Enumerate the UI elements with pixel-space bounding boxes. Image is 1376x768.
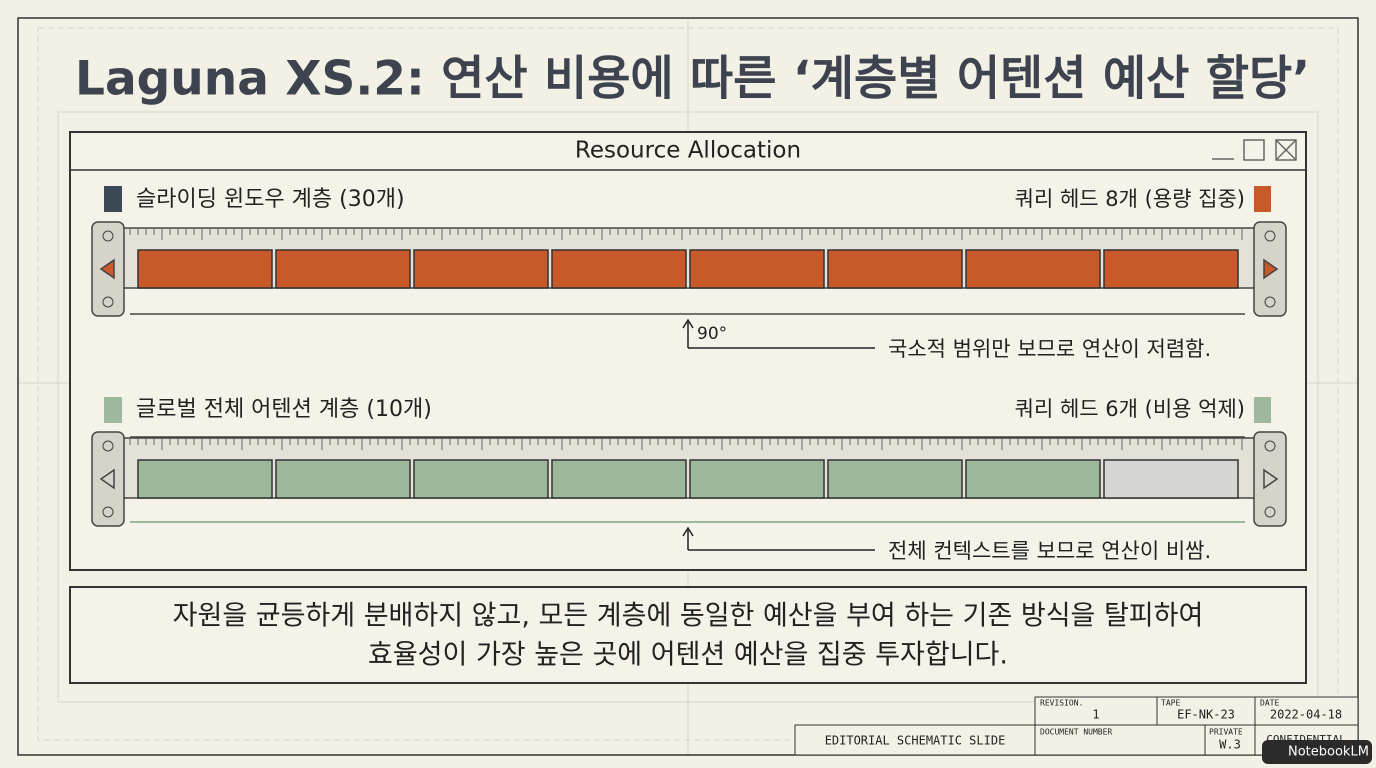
- title-block: [794, 696, 1359, 756]
- screw: [102, 506, 114, 518]
- segment: [413, 249, 549, 289]
- field-label: TAPE: [1161, 699, 1180, 708]
- legend-swatch: [104, 397, 122, 423]
- note: 전체 컨텍스트를 보므로 연산이 비쌈.: [888, 539, 1211, 563]
- field-label: DATE: [1260, 699, 1279, 708]
- window-controls: [1212, 139, 1297, 161]
- segment: [965, 459, 1101, 499]
- field-value: EF-NK-23: [1177, 708, 1235, 722]
- segment: [965, 249, 1101, 289]
- summary-box: [69, 586, 1307, 684]
- screw: [1264, 440, 1276, 452]
- segment: [1103, 249, 1239, 289]
- watermark: NotebookLM: [1288, 745, 1369, 760]
- field-value: 2022-04-18: [1270, 708, 1342, 722]
- field-value: 1: [1092, 708, 1099, 722]
- segment: [551, 459, 687, 499]
- segment: [689, 249, 825, 289]
- legend-swatch: [1254, 397, 1271, 423]
- field-label: REVISION.: [1040, 699, 1083, 708]
- window-title: Resource Allocation: [575, 138, 801, 164]
- field-value: W.3: [1219, 738, 1241, 752]
- screw: [1264, 230, 1276, 242]
- frame: [17, 17, 1359, 756]
- segment: [137, 459, 273, 499]
- end-arrow: [99, 258, 115, 280]
- screw: [102, 296, 114, 308]
- segment: [551, 249, 687, 289]
- bar: [91, 431, 1287, 527]
- segment: [1103, 459, 1239, 499]
- end-arrow: [1263, 468, 1279, 490]
- field-value: EDITORIAL SCHEMATIC SLIDE: [825, 734, 1006, 748]
- segment: [275, 459, 411, 499]
- segment: [413, 459, 549, 499]
- layer-label: 글로벌 전체 어텐션 계층 (10개): [136, 397, 432, 422]
- layer-label: 슬라이딩 윈도우 계층 (30개): [136, 187, 405, 212]
- segment: [275, 249, 411, 289]
- end-cap: [1253, 431, 1287, 527]
- summary-line: 자원을 균등하게 분배하지 않고, 모든 계층에 동일한 예산을 부여 하는 기…: [173, 601, 1204, 632]
- bar: [91, 221, 1287, 317]
- leader-line: [682, 526, 875, 551]
- leader-line: [682, 318, 875, 349]
- segment: [827, 249, 963, 289]
- title: Laguna XS.2: 연산 비용에 따른 ‘계층별 어텐션 예산 할당’: [75, 52, 1310, 107]
- segment: [689, 459, 825, 499]
- heads-label: 쿼리 헤드 8개 (용량 집중): [1015, 187, 1245, 211]
- field-label: DOCUMENT NUMBER: [1040, 728, 1112, 737]
- segment: [827, 459, 963, 499]
- screw: [1264, 296, 1276, 308]
- summary-line: 효율성이 가장 높은 곳에 어텐션 예산을 집중 투자합니다.: [368, 640, 1008, 671]
- legend-swatch: [1254, 186, 1271, 212]
- end-arrow: [1263, 258, 1279, 280]
- heads-label: 쿼리 헤드 6개 (비용 억제): [1015, 397, 1245, 421]
- screw: [102, 230, 114, 242]
- legend-swatch: [104, 186, 122, 212]
- screw: [102, 440, 114, 452]
- segment: [137, 249, 273, 289]
- note: 국소적 범위만 보므로 연산이 저렴함.: [888, 337, 1211, 361]
- end-arrow: [99, 468, 115, 490]
- angle-label: 90°: [697, 324, 727, 344]
- field-label: PRIVATE: [1209, 728, 1243, 737]
- screw: [1264, 506, 1276, 518]
- watermark-badge: [1262, 740, 1372, 764]
- end-cap: [91, 431, 125, 527]
